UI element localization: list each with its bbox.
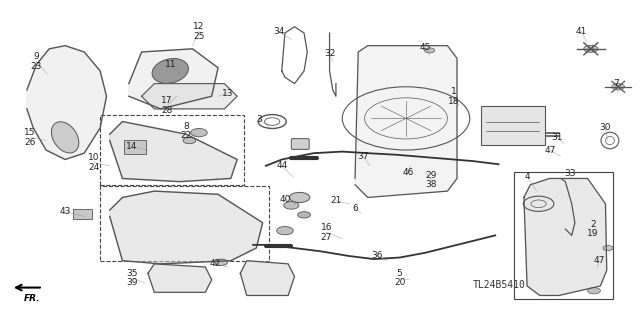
Polygon shape — [148, 264, 212, 292]
Circle shape — [191, 129, 207, 137]
Text: 46: 46 — [403, 168, 413, 177]
Text: 3: 3 — [257, 115, 262, 124]
Polygon shape — [241, 261, 294, 295]
Text: 34: 34 — [273, 27, 284, 36]
Circle shape — [424, 48, 435, 53]
Circle shape — [183, 137, 196, 144]
Text: 47: 47 — [593, 256, 605, 265]
Polygon shape — [524, 178, 607, 295]
Text: 21: 21 — [330, 196, 342, 205]
Text: 43: 43 — [60, 207, 71, 216]
FancyBboxPatch shape — [291, 139, 309, 149]
Text: 8
22: 8 22 — [180, 122, 192, 140]
Circle shape — [289, 192, 310, 203]
Text: 9
23: 9 23 — [31, 52, 42, 71]
FancyBboxPatch shape — [481, 106, 545, 145]
Text: FR.: FR. — [24, 294, 40, 303]
Text: 32: 32 — [324, 49, 335, 58]
Text: 13: 13 — [222, 89, 234, 98]
Text: 17
28: 17 28 — [161, 96, 173, 115]
Circle shape — [284, 202, 299, 209]
Circle shape — [298, 212, 310, 218]
Polygon shape — [141, 84, 237, 109]
Text: 35
39: 35 39 — [126, 269, 138, 287]
Text: 45: 45 — [419, 43, 431, 52]
Text: 12
25: 12 25 — [193, 22, 205, 41]
Text: 37: 37 — [358, 152, 369, 161]
Circle shape — [612, 84, 625, 90]
Polygon shape — [109, 122, 237, 182]
Text: 33: 33 — [564, 169, 576, 178]
FancyBboxPatch shape — [74, 210, 92, 219]
Circle shape — [215, 259, 228, 265]
Text: 11: 11 — [164, 60, 176, 69]
Ellipse shape — [51, 122, 79, 153]
Circle shape — [584, 45, 598, 52]
Circle shape — [603, 246, 613, 250]
FancyBboxPatch shape — [124, 140, 146, 154]
Text: 7: 7 — [613, 79, 619, 88]
Text: 47: 47 — [545, 145, 556, 154]
Text: 10
24: 10 24 — [88, 153, 100, 172]
Text: 2
19: 2 19 — [587, 220, 598, 238]
Text: 30: 30 — [600, 123, 611, 132]
Text: TL24B5410: TL24B5410 — [473, 280, 526, 290]
Text: 15
26: 15 26 — [24, 128, 36, 147]
Polygon shape — [109, 191, 262, 264]
Text: 41: 41 — [575, 27, 587, 36]
Ellipse shape — [152, 58, 188, 83]
Text: 16
27: 16 27 — [321, 223, 332, 241]
Circle shape — [276, 226, 293, 235]
Circle shape — [588, 287, 600, 294]
Text: 40: 40 — [279, 195, 291, 204]
Text: 36: 36 — [372, 251, 383, 260]
Text: 1
18: 1 18 — [448, 87, 460, 106]
Polygon shape — [27, 46, 106, 160]
Text: 42: 42 — [209, 259, 221, 268]
Text: 14: 14 — [126, 142, 138, 151]
Text: 44: 44 — [276, 161, 287, 170]
Text: 4: 4 — [524, 172, 530, 182]
Text: 5
20: 5 20 — [394, 269, 405, 287]
Polygon shape — [129, 49, 218, 109]
Text: 6: 6 — [352, 204, 358, 213]
Polygon shape — [355, 46, 457, 197]
Text: 29
38: 29 38 — [426, 171, 437, 189]
Text: 31: 31 — [551, 133, 563, 142]
